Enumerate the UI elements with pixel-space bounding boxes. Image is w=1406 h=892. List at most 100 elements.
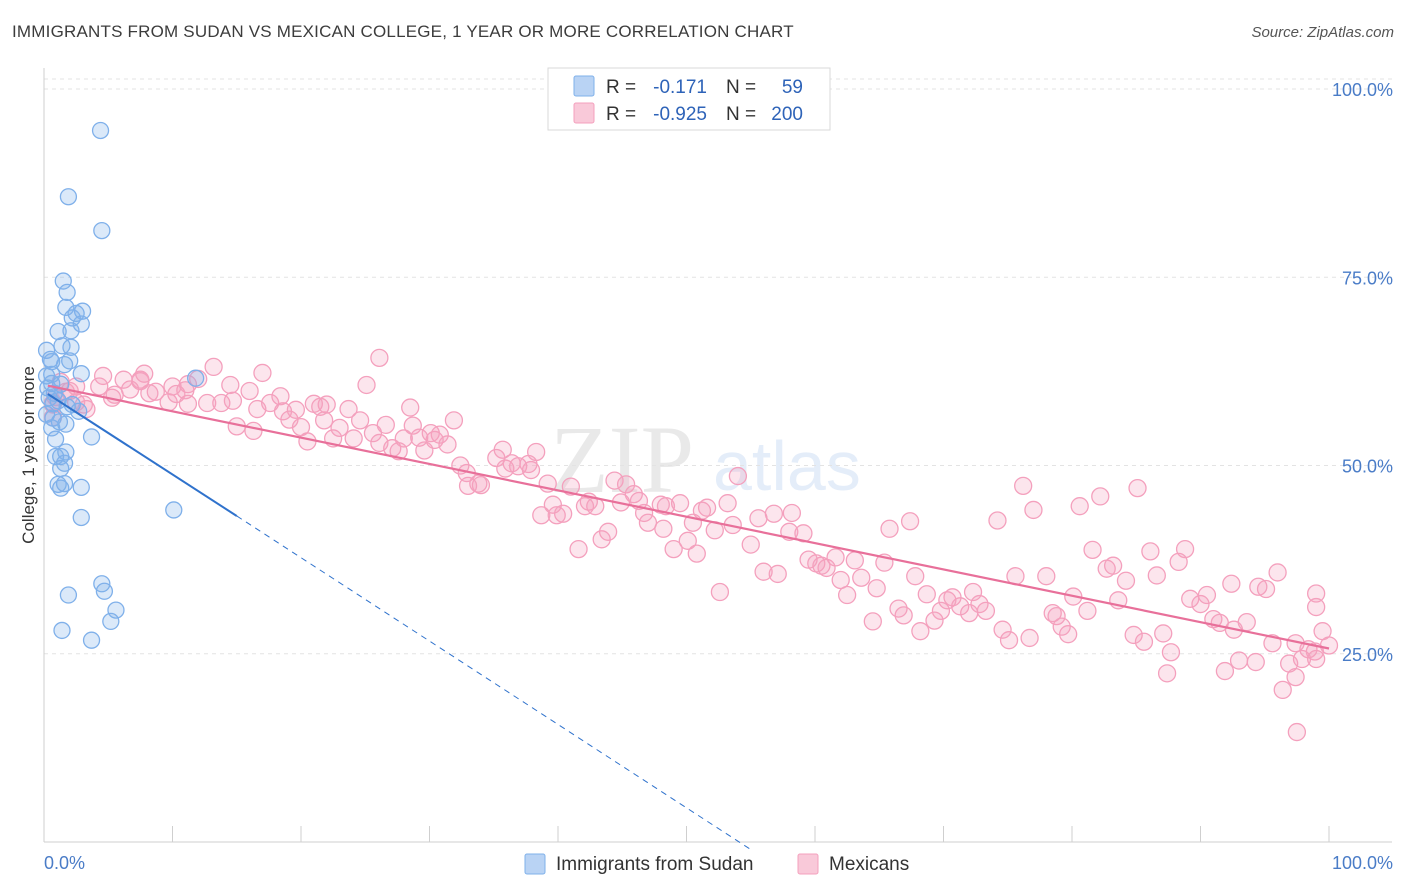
legend-box xyxy=(547,67,831,131)
sudan-point xyxy=(91,121,110,140)
sudan-point xyxy=(43,419,61,437)
mexicans-point xyxy=(697,498,717,517)
mexicans-point xyxy=(616,475,636,494)
mexicans-point xyxy=(1083,540,1102,560)
grid-lines xyxy=(44,78,1392,655)
legend-swatch-mexicans xyxy=(573,102,595,124)
mexicans-point xyxy=(664,539,683,559)
mexicans-point xyxy=(1091,487,1110,506)
mexicans-point xyxy=(1116,571,1136,590)
sudan-trend-line xyxy=(47,393,238,517)
legend-r-value-mexicans: -0.925 xyxy=(653,104,707,125)
mexicans-point xyxy=(1014,476,1033,496)
mexicans-point xyxy=(900,512,920,531)
sudan-point xyxy=(59,188,78,206)
mexicans-point xyxy=(1191,594,1210,614)
mexicans-point xyxy=(837,585,857,605)
mexicans-point xyxy=(1058,625,1078,644)
series-legend: Immigrants from Sudan Mexicans xyxy=(524,853,909,875)
mexicans-point xyxy=(204,357,223,377)
mexicans-point xyxy=(852,568,871,587)
mexicans-point xyxy=(140,384,159,403)
sudan-point xyxy=(57,415,75,433)
sudan-point xyxy=(59,586,78,604)
mexicans-point xyxy=(592,530,611,549)
mexicans-point xyxy=(376,415,395,435)
mexicans-point xyxy=(317,395,336,414)
mexicans-point xyxy=(261,393,280,413)
mexicans-point xyxy=(90,377,109,396)
mexicans-point xyxy=(350,411,370,430)
mexicans-point xyxy=(605,471,624,490)
mexicans-point xyxy=(344,429,363,448)
mexicans-point xyxy=(240,381,259,401)
mexicans-point xyxy=(917,585,936,604)
mexicans-point xyxy=(394,429,413,448)
mexicans-point xyxy=(951,597,970,616)
mexicans-point xyxy=(543,495,563,514)
bottom-legend-label-sudan: Immigrants from Sudan xyxy=(556,854,753,875)
mexicans-point xyxy=(1124,625,1143,645)
mexicans-point xyxy=(880,519,899,538)
mexicans-point xyxy=(1286,667,1305,687)
mexicans-point xyxy=(741,535,760,554)
mexicans-point xyxy=(547,506,566,525)
sudan-point xyxy=(72,508,90,527)
mexicans-point xyxy=(401,398,420,417)
y-tick-label-50: 50.0% xyxy=(1342,457,1393,477)
legend-n-label-sudan: N = xyxy=(726,77,756,98)
mexicans-point xyxy=(1287,722,1307,742)
mexicans-point xyxy=(146,382,165,401)
mexicans-point xyxy=(212,393,231,413)
mexicans-point xyxy=(135,364,154,383)
mexicans-point xyxy=(1020,628,1039,648)
mexicans-point xyxy=(271,387,290,406)
mexicans-point xyxy=(527,442,546,462)
legend-n-value-sudan: 59 xyxy=(782,77,803,98)
mexicans-point xyxy=(1197,585,1217,605)
mexicans-point xyxy=(493,440,512,459)
correlation-legend: R = -0.171 N = 59 R = -0.925 N = 200 xyxy=(547,67,831,131)
sudan-point xyxy=(57,298,75,317)
y-tick-label-100: 100.0% xyxy=(1332,80,1393,100)
sudan-point xyxy=(93,221,111,240)
mexicans-point xyxy=(894,606,913,625)
mexicans-point xyxy=(710,582,730,602)
mexicans-point xyxy=(1268,563,1287,582)
source-label: Source: ZipAtlas.com xyxy=(1251,24,1394,41)
mexicans-point xyxy=(330,418,349,438)
mexicans-point xyxy=(1134,632,1154,651)
sudan-point xyxy=(102,612,120,631)
mexicans-point xyxy=(1154,624,1173,643)
mexicans-point xyxy=(1307,649,1326,669)
chart-title: IMMIGRANTS FROM SUDAN VS MEXICAN COLLEGE… xyxy=(12,22,794,41)
mexicans-point xyxy=(1128,478,1147,498)
mexicans-point xyxy=(598,522,618,541)
mexicans-point xyxy=(286,400,306,419)
mexicans-point xyxy=(221,375,240,395)
sudan-trend-extension xyxy=(236,515,752,850)
mexicans-point xyxy=(1175,539,1195,559)
mexicans-point xyxy=(339,399,358,419)
legend-n-label-mexicans: N = xyxy=(726,104,756,125)
mexicans-point xyxy=(845,551,864,570)
mexicans-point xyxy=(438,435,457,454)
mexicans-point xyxy=(253,363,272,383)
mexicans-point xyxy=(1222,574,1241,593)
bottom-legend-swatch-mexicans xyxy=(797,853,819,875)
mexicans-point xyxy=(553,504,573,523)
mexicans-point xyxy=(654,519,673,538)
mexicans-point xyxy=(749,509,768,528)
mexicans-point xyxy=(1237,612,1256,632)
mexicans-point xyxy=(768,564,787,584)
legend-r-label-sudan: R = xyxy=(606,77,636,98)
mexicans-point xyxy=(1147,566,1166,585)
mexicans-point xyxy=(357,375,376,395)
y-tick-label-25: 25.0% xyxy=(1342,645,1393,665)
trend-lines xyxy=(47,384,1330,850)
legend-r-value-sudan: -0.171 xyxy=(653,77,707,98)
sudan-point xyxy=(82,428,101,446)
legend-swatch-sudan xyxy=(573,75,595,97)
mexicans-point xyxy=(178,394,198,413)
